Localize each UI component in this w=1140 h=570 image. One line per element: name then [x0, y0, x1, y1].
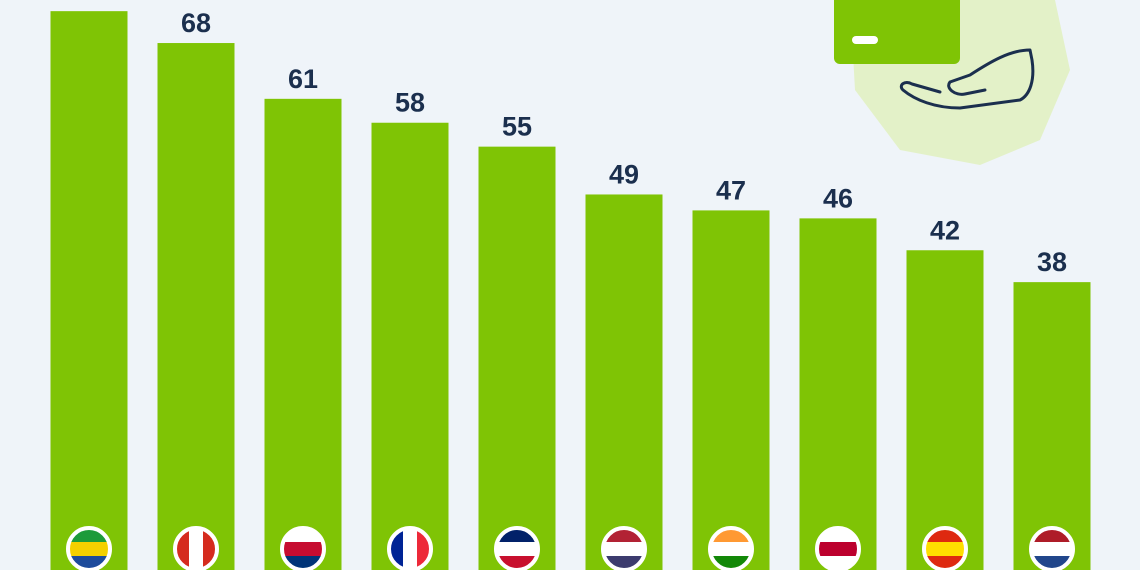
value-label: 47	[716, 175, 746, 205]
flag-ring	[280, 526, 326, 570]
flag-icon	[922, 526, 968, 570]
illustration	[834, 0, 1070, 165]
bar	[799, 218, 877, 570]
value-label: 38	[1037, 247, 1067, 277]
bar	[478, 146, 556, 570]
flag-icon	[387, 526, 433, 570]
flag-ring	[922, 526, 968, 570]
flag-ring	[66, 526, 112, 570]
bar	[692, 210, 770, 570]
bar	[585, 194, 663, 570]
flag-stripe	[710, 542, 752, 557]
flag-icon	[494, 526, 540, 570]
value-label: 46	[823, 183, 853, 213]
flag-icon	[815, 526, 861, 570]
decor-hand	[899, 48, 1035, 110]
bar	[157, 43, 235, 570]
flag-icon	[280, 526, 326, 570]
flag-icon	[708, 526, 754, 570]
flag-stripe	[603, 542, 645, 557]
flag-icon	[173, 526, 219, 570]
flag-stripe	[924, 542, 966, 557]
bar	[50, 11, 128, 570]
flag-stripe	[189, 528, 204, 570]
flag-ring	[708, 526, 754, 570]
flag-stripe	[817, 542, 859, 557]
value-label: 61	[288, 64, 318, 94]
flag-icon	[66, 526, 112, 570]
flag-ring	[173, 526, 219, 570]
flag-ring	[494, 526, 540, 570]
flag-icon	[601, 526, 647, 570]
flag-stripe	[496, 542, 538, 557]
flag-stripe	[403, 528, 418, 570]
flag-ring	[601, 526, 647, 570]
flag-icon	[1029, 526, 1075, 570]
flag-ring	[815, 526, 861, 570]
decor-card	[834, 0, 960, 64]
value-label: 49	[609, 159, 639, 189]
value-label: 42	[930, 215, 960, 245]
flag-stripe	[282, 542, 324, 557]
bar	[1013, 282, 1091, 570]
value-label: 68	[181, 8, 211, 38]
value-label: 72	[74, 0, 104, 6]
value-label: 58	[395, 88, 425, 118]
flag-stripe	[68, 542, 110, 557]
flag-stripe	[1031, 542, 1073, 557]
decor-card-chip	[852, 36, 878, 44]
bar	[371, 122, 449, 570]
flag-ring	[1029, 526, 1075, 570]
value-label: 55	[502, 112, 532, 142]
bar	[906, 250, 984, 570]
bar	[264, 98, 342, 570]
flag-ring	[387, 526, 433, 570]
